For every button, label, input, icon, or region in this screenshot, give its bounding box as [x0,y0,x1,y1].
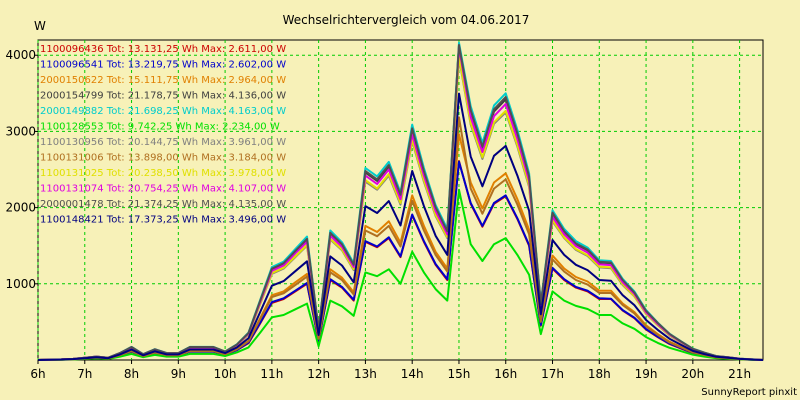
y-axis-unit: W [34,19,46,33]
legend-entry-5: 2000149882 Tot: 21.698,25 Wh Max: 4.163,… [40,106,286,117]
x-tick-label: 15h [448,367,471,381]
legend-entry-3: 2000150622 Tot: 15.111,75 Wh Max: 2.964,… [40,75,286,86]
x-tick-label: 16h [494,367,517,381]
grid [37,40,763,360]
legend-entry-1: 1100096436 Tot: 13.131,25 Wh Max: 2.611,… [40,44,286,55]
legend-entry-10: 1100131074 Tot: 20.754,25 Wh Max: 4.107,… [40,184,286,195]
legend-entry-12: 1100148421 Tot: 17.373,25 Wh Max: 3.496,… [40,215,286,226]
series-line-11 [37,44,764,361]
axis-ticks: 6h 7h 8h 9h 10h 11h 12h 13h 14h 15h 16h 17h 18h 19h 20… [5,48,751,381]
x-tick-label: 12h [307,367,330,381]
x-tick-label: 19h [635,367,658,381]
chart-credit: SunnyReport pinxit [701,387,797,398]
y-tick-label: 2000 [5,201,36,215]
x-tick-label: 10h [214,367,237,381]
series-line-8 [37,116,764,361]
x-tick-label: 18h [588,367,611,381]
x-tick-label: 17h [541,367,564,381]
legend-entry-7: 1100130956 Tot: 20.144,75 Wh Max: 3.961,… [40,137,286,148]
x-tick-label: 11h [260,367,283,381]
x-tick-label: 14h [401,367,424,381]
legend: 1100096436 Tot: 13.131,25 Wh Max: 2.611,… [40,44,286,226]
series-lines [37,41,764,361]
legend-entry-6: 1100128553 Tot: 9.742,25 Wh Max: 2.234,0… [40,122,280,133]
x-tick-label: 6h [30,367,45,381]
legend-entry-11: 2000001478 Tot: 21.374,25 Wh Max: 4.135,… [40,199,286,210]
y-tick-label: 1000 [5,277,36,291]
legend-entry-8: 1100131006 Tot: 13.898,00 Wh Max: 3.184,… [40,153,286,164]
chart-title: Wechselrichtervergleich vom 04.06.2017 [283,13,530,27]
series-line-6 [37,188,764,361]
legend-entry-9: 1100131025 Tot: 20.238,50 Wh Max: 3.978,… [40,168,286,179]
y-tick-label: 3000 [5,124,36,138]
x-tick-label: 8h [124,367,139,381]
x-tick-label: 13h [354,367,377,381]
x-tick-label: 9h [171,367,186,381]
series-line-12 [37,92,764,361]
y-tick-label: 4000 [5,48,36,62]
plot-frame [37,39,764,361]
legend-entry-4: 2000154799 Tot: 21.178,75 Wh Max: 4.136,… [40,91,286,102]
x-tick-label: 20h [681,367,704,381]
x-tick-label: 7h [77,367,92,381]
x-tick-label: 21h [728,367,751,381]
legend-entry-2: 1100096541 Tot: 13.219,75 Wh Max: 2.602,… [40,60,286,71]
